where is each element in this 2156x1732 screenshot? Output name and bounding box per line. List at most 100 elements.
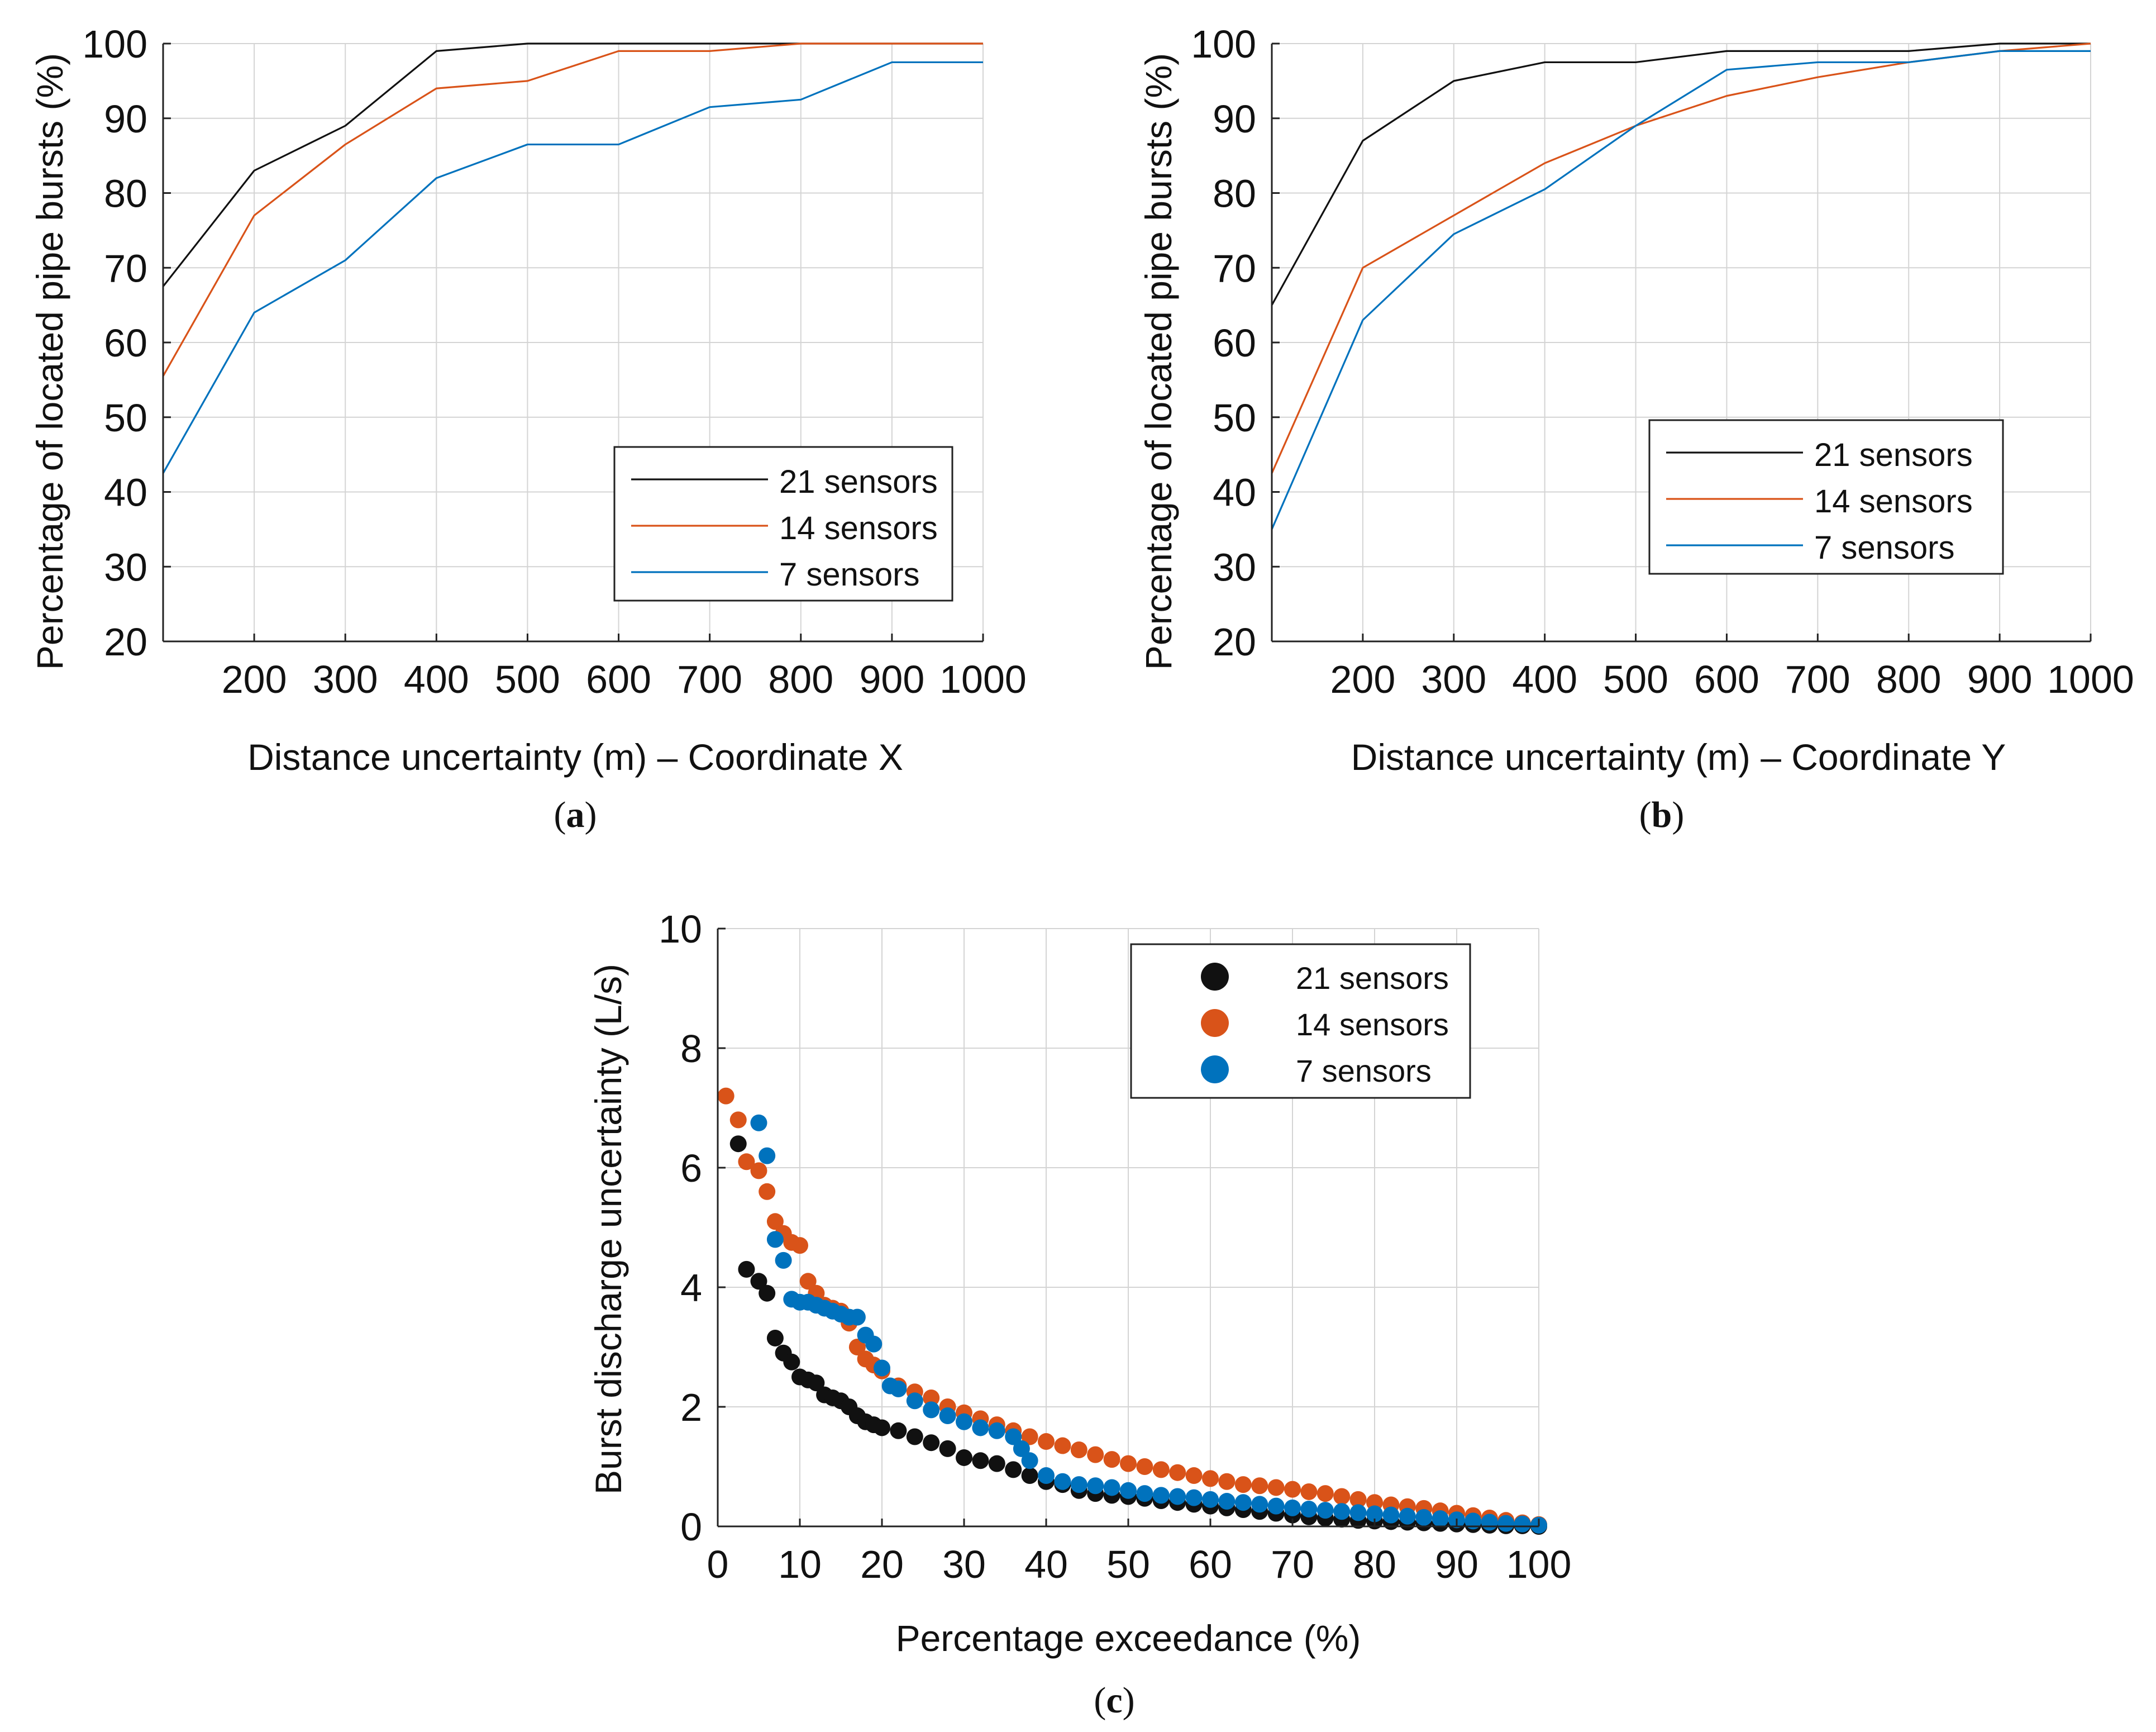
legend-marker-c-2 — [1201, 1055, 1229, 1083]
data-point-c-1 — [1152, 1461, 1170, 1478]
data-point-c-2 — [750, 1114, 767, 1131]
data-point-c-0 — [988, 1455, 1005, 1472]
x-tick-label-a: 600 — [586, 658, 651, 701]
data-point-c-2 — [848, 1308, 866, 1326]
x-tick-label-c: 60 — [1189, 1543, 1232, 1586]
data-point-c-1 — [729, 1111, 747, 1129]
data-point-c-1 — [1120, 1455, 1137, 1472]
data-point-c-1 — [1021, 1428, 1038, 1445]
x-tick-label-a: 700 — [677, 658, 742, 701]
x-tick-label-b: 200 — [1330, 658, 1395, 701]
data-point-c-2 — [1202, 1491, 1219, 1508]
x-tick-label-b: 600 — [1694, 658, 1759, 701]
chart-panel-c: 0 10 20 30 40 50 60 70 80 90 100 0 2 4 6 8 10 21 sensors… — [588, 907, 1571, 1721]
data-point-c-2 — [874, 1359, 890, 1377]
data-point-c-2 — [1415, 1509, 1433, 1526]
legend-box-b — [1648, 419, 2004, 575]
chart-panel-b: 200 300 400 500 600 700 800 900 1000 20 30 40 50 60 70… — [1138, 22, 2134, 835]
data-point-c-2 — [906, 1392, 923, 1410]
data-point-c-1 — [1185, 1467, 1203, 1484]
y-tick-label-b: 30 — [1213, 545, 1256, 589]
series-line-b-2 — [1271, 50, 2091, 530]
series-line-a-2 — [162, 61, 983, 474]
data-point-c-1 — [1251, 1477, 1268, 1495]
data-point-c-1 — [1349, 1491, 1367, 1508]
data-point-c-2 — [1087, 1477, 1104, 1495]
y-tick-label-b: 70 — [1213, 246, 1256, 290]
chart-panel-a: 200 300 400 500 600 700 800 900 1000 20 30 40 50 60 70… — [29, 22, 1027, 835]
data-point-c-2 — [1514, 1515, 1531, 1533]
series-line-a-1 — [162, 42, 983, 377]
data-point-c-1 — [1070, 1441, 1087, 1459]
y-tick-label-a: 100 — [82, 22, 147, 66]
y-tick-label-a: 20 — [104, 620, 147, 664]
data-point-c-1 — [1169, 1464, 1186, 1481]
x-tick-label-c: 50 — [1106, 1543, 1150, 1586]
data-point-c-0 — [759, 1284, 776, 1302]
x-tick-label-b: 300 — [1421, 658, 1486, 701]
data-point-c-2 — [1267, 1497, 1285, 1515]
y-tick-label-b: 40 — [1213, 471, 1256, 515]
data-point-c-1 — [1284, 1481, 1301, 1498]
data-point-c-1 — [1136, 1458, 1153, 1475]
y-tick-label-a: 80 — [104, 172, 147, 216]
x-tick-label-c: 30 — [942, 1543, 986, 1586]
legend-label-a-0: 21 sensors — [779, 464, 938, 500]
data-point-c-0 — [738, 1260, 755, 1278]
data-point-c-2 — [1317, 1502, 1334, 1519]
data-point-c-1 — [1202, 1470, 1219, 1487]
legend-label-c-2: 7 sensors — [1296, 1053, 1432, 1088]
x-tick-label-c: 100 — [1506, 1543, 1572, 1586]
data-point-c-2 — [1382, 1506, 1400, 1524]
data-point-c-0 — [808, 1374, 825, 1392]
data-point-c-0 — [956, 1449, 972, 1466]
data-point-c-0 — [1021, 1467, 1038, 1484]
data-point-c-2 — [1185, 1489, 1203, 1506]
panel-label-a: (a) — [554, 794, 597, 835]
data-point-c-2 — [759, 1147, 776, 1164]
data-point-c-2 — [1399, 1507, 1416, 1525]
data-point-c-2 — [1366, 1505, 1383, 1522]
x-tick-label-a: 800 — [768, 658, 833, 701]
axes-c: 0 10 20 30 40 50 60 70 80 90 100 0 2 4 6 8 10 — [659, 907, 1571, 1586]
x-tick-label-c: 0 — [707, 1543, 729, 1586]
data-point-c-1 — [1038, 1433, 1055, 1450]
data-point-c-0 — [874, 1419, 890, 1436]
y-tick-label-b: 90 — [1213, 97, 1256, 141]
x-tick-label-b: 900 — [1967, 658, 2033, 701]
data-point-c-2 — [1333, 1503, 1351, 1520]
x-tick-label-b: 500 — [1603, 658, 1668, 701]
y-tick-label-a: 30 — [104, 545, 147, 589]
y-tick-label-a: 70 — [104, 246, 147, 290]
data-point-c-1 — [1333, 1488, 1351, 1505]
data-point-c-2 — [890, 1380, 907, 1397]
data-point-c-2 — [1005, 1428, 1022, 1445]
x-tick-label-a: 1000 — [939, 658, 1027, 701]
legend-box-c — [1130, 943, 1471, 1099]
data-point-c-2 — [1021, 1452, 1038, 1469]
y-tick-label-b: 50 — [1213, 396, 1256, 440]
x-tick-label-c: 70 — [1271, 1543, 1314, 1586]
data-point-c-0 — [783, 1353, 800, 1371]
legend-c: 21 sensors 14 sensors 7 sensors — [1130, 943, 1471, 1099]
legend-marker-c-1 — [1201, 1009, 1229, 1037]
y-tick-label-a: 40 — [104, 471, 147, 515]
data-point-c-1 — [923, 1389, 940, 1406]
data-point-c-2 — [956, 1413, 972, 1430]
y-tick-label-a: 60 — [104, 321, 147, 365]
data-point-c-2 — [972, 1419, 989, 1436]
legend-label-a-1: 14 sensors — [779, 510, 938, 546]
data-point-c-0 — [766, 1329, 784, 1346]
plot-a — [162, 42, 983, 474]
y-tick-label-a: 50 — [104, 396, 147, 440]
x-tick-label-c: 80 — [1353, 1543, 1396, 1586]
y-tick-label-b: 100 — [1191, 22, 1256, 66]
data-point-c-0 — [972, 1452, 989, 1469]
data-point-c-2 — [1300, 1500, 1318, 1517]
data-point-c-0 — [890, 1422, 907, 1439]
data-point-c-2 — [1054, 1473, 1071, 1490]
data-point-c-2 — [1481, 1514, 1498, 1531]
data-point-c-1 — [848, 1339, 866, 1355]
panel-letter-b: b — [1652, 794, 1672, 835]
data-point-c-2 — [775, 1252, 792, 1269]
